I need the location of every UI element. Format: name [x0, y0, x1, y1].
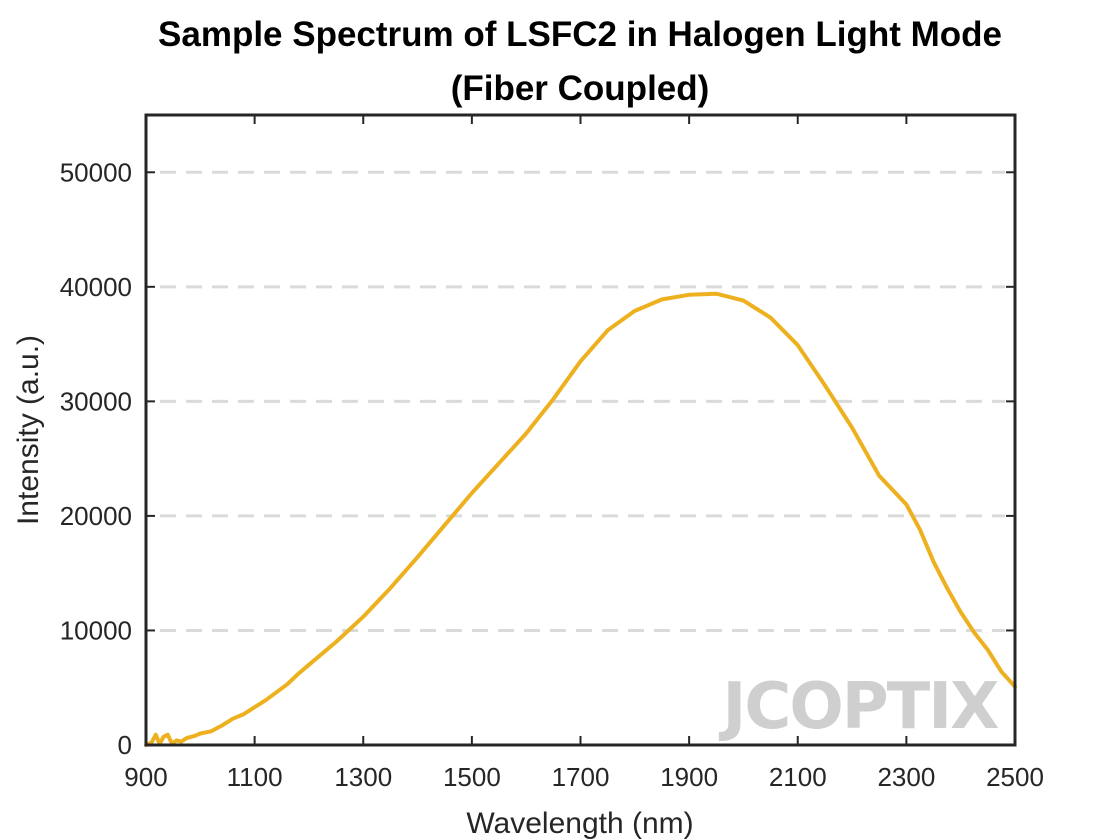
spectrum-line: [144, 291, 1017, 747]
x-axis-ticks: 900 1100 1300 1500 1700 1900 2100 2300 2500: [124, 115, 1044, 792]
x-tick-label: 2100: [769, 762, 827, 792]
chart-title-line-1: Sample Spectrum of LSFC2 in Halogen Ligh…: [158, 15, 1002, 54]
y-tick-label: 50000: [60, 157, 132, 187]
y-tick-label: 30000: [60, 386, 132, 416]
jcoptix-watermark: JCOPTIX: [719, 670, 1000, 744]
x-tick-label: 900: [124, 762, 167, 792]
x-tick-label: 2500: [986, 762, 1044, 792]
y-tick-label: 0: [118, 730, 132, 760]
y-tick-label: 20000: [60, 501, 132, 531]
x-tick-label: 2300: [877, 762, 935, 792]
y-tick-label: 10000: [60, 615, 132, 645]
y-axis-ticks: 0 10000 20000 30000 40000 50000: [60, 157, 1015, 760]
x-tick-label: 1300: [334, 762, 392, 792]
x-tick-label: 1700: [552, 762, 610, 792]
y-axis-label: Intensity (a.u.): [12, 335, 45, 525]
x-tick-label: 1100: [227, 762, 283, 792]
x-tick-label: 1900: [660, 762, 718, 792]
y-tick-label: 40000: [60, 272, 132, 302]
grid-lines: [160, 170, 1005, 632]
x-axis-label: Wavelength (nm): [466, 807, 693, 840]
series-layer: [144, 291, 1017, 747]
x-tick-label: 1500: [443, 762, 501, 792]
chart-title-line-2: (Fiber Coupled): [451, 69, 710, 108]
